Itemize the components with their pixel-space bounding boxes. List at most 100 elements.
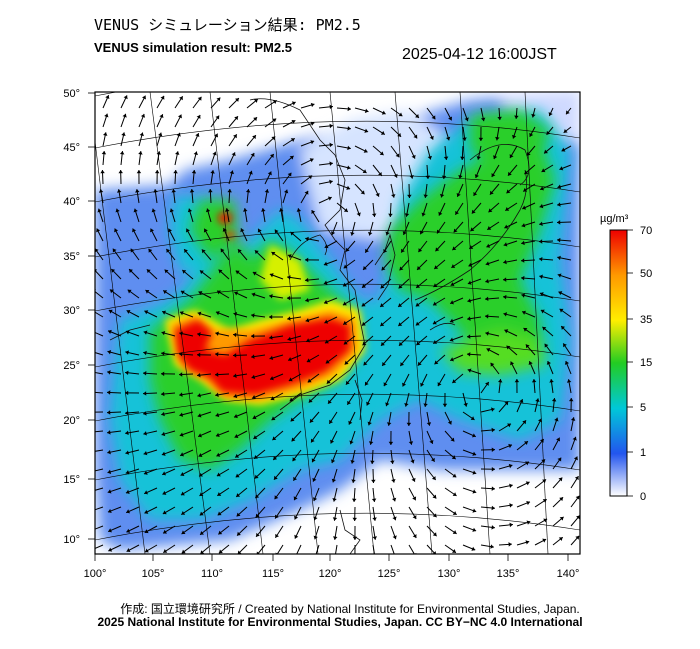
colorbar-tick: 70 <box>640 225 652 237</box>
wind-arrow-head <box>269 335 273 340</box>
wind-arrow-head <box>159 114 164 119</box>
wind-arrow-head <box>412 534 417 538</box>
wind-arrow-head <box>89 450 93 454</box>
wind-arrow-head <box>156 151 161 155</box>
wind-arrow-head <box>391 497 397 502</box>
wind-arrow-head <box>116 189 122 193</box>
wind-arrow-head <box>251 313 255 318</box>
wind-arrow-head <box>503 277 507 282</box>
wind-arrow-head <box>557 273 562 278</box>
wind-arrow-head <box>431 476 436 480</box>
wind-arrow-head <box>368 441 374 445</box>
lat-label: 30° <box>63 305 80 317</box>
wind-arrow-head <box>521 275 525 281</box>
wind-arrow-shaft <box>390 544 395 554</box>
wind-arrow-head <box>143 330 148 335</box>
wind-arrow-head <box>529 132 534 137</box>
wind-arrow-head <box>327 196 332 201</box>
wind-arrow-head <box>525 481 530 486</box>
wind-arrow-head <box>125 450 130 455</box>
lon-label: 130° <box>438 568 461 580</box>
wind-arrow-head <box>287 316 291 321</box>
wind-arrow-head <box>434 265 439 269</box>
wind-arrow-head <box>472 489 477 494</box>
wind-arrow-head <box>453 228 458 233</box>
copyright-line: 2025 National Institute for Environmenta… <box>97 615 583 629</box>
wind-arrow-head <box>485 382 489 386</box>
wind-arrow-head <box>89 410 92 414</box>
wind-arrow-head <box>216 472 221 477</box>
wind-arrow-head <box>429 439 434 444</box>
wind-arrow-head <box>293 476 298 481</box>
wind-arrow-head <box>404 402 409 407</box>
wind-arrow-head <box>331 478 337 483</box>
wind-arrow-head <box>161 330 166 336</box>
wind-arrow-head <box>432 532 437 537</box>
wind-arrow-head <box>485 278 489 284</box>
wind-arrow-head <box>140 113 146 118</box>
wind-arrow-head <box>291 101 296 106</box>
wind-arrow-head <box>380 341 385 346</box>
wind-arrow-head <box>108 528 112 533</box>
wind-arrow-head <box>330 439 335 444</box>
wind-arrow-head <box>197 96 202 101</box>
wind-arrow-head <box>343 208 348 212</box>
wind-arrow-shaft <box>95 331 104 337</box>
wind-arrow-head <box>489 190 494 195</box>
wind-arrow-head <box>173 170 178 174</box>
wind-arrow-head <box>185 228 190 233</box>
wind-arrow-head <box>559 497 564 502</box>
wind-arrow-head <box>431 115 436 120</box>
wind-arrow-head <box>218 530 223 535</box>
wind-arrow-head <box>177 114 182 119</box>
wind-arrow-head <box>233 312 238 317</box>
wind-arrow-head <box>237 249 242 254</box>
wind-arrow-head <box>245 189 251 193</box>
wind-arrow-head <box>237 531 241 536</box>
wind-arrow-head <box>521 293 526 298</box>
wind-arrow-head <box>90 528 94 532</box>
wind-arrow-head <box>305 236 309 242</box>
wind-arrow-head <box>541 168 546 173</box>
wind-arrow-head <box>195 133 200 137</box>
wind-arrow-head <box>90 330 94 334</box>
wind-arrow-head <box>503 259 507 265</box>
wind-arrow-head <box>293 496 298 501</box>
wind-arrow-head <box>233 332 237 338</box>
wind-arrow-head <box>136 170 142 174</box>
wind-arrow-head <box>114 228 119 233</box>
wind-arrow-head <box>252 271 257 276</box>
wind-arrow-head <box>343 264 348 269</box>
wind-arrow-head <box>392 516 397 521</box>
wind-arrow-head <box>441 175 447 179</box>
wind-arrow-head <box>290 231 295 236</box>
wind-arrow-head <box>471 546 476 551</box>
wind-arrow-head <box>551 398 557 402</box>
wind-arrow-head <box>269 273 274 278</box>
wind-arrow-head <box>470 227 475 232</box>
wind-arrow-head <box>417 361 422 366</box>
wind-arrow-head <box>361 302 366 307</box>
wind-arrow-head <box>415 302 420 307</box>
wind-arrow-head <box>323 299 328 305</box>
wind-arrow-head <box>467 298 472 303</box>
wind-arrow-head <box>163 549 168 553</box>
wind-arrow-head <box>253 117 258 122</box>
wind-arrow-head <box>329 179 333 185</box>
wind-arrow-head <box>573 456 578 461</box>
wind-arrow-head <box>234 291 239 296</box>
wind-arrow-head <box>97 208 102 213</box>
wind-arrow-head <box>273 456 278 461</box>
wind-arrow-head <box>449 337 454 342</box>
pm25-field <box>95 92 580 550</box>
wind-arrow-head <box>450 300 454 305</box>
wind-arrow-head <box>432 494 437 499</box>
wind-arrow-head <box>474 174 479 178</box>
wind-arrow-head <box>125 330 130 335</box>
wind-arrow-head <box>305 277 309 283</box>
wind-arrow-head <box>312 477 317 482</box>
wind-arrow-head <box>198 291 203 296</box>
wind-arrow-head <box>433 301 437 306</box>
wind-arrow-head <box>526 520 531 525</box>
wind-arrow-head <box>122 113 127 118</box>
